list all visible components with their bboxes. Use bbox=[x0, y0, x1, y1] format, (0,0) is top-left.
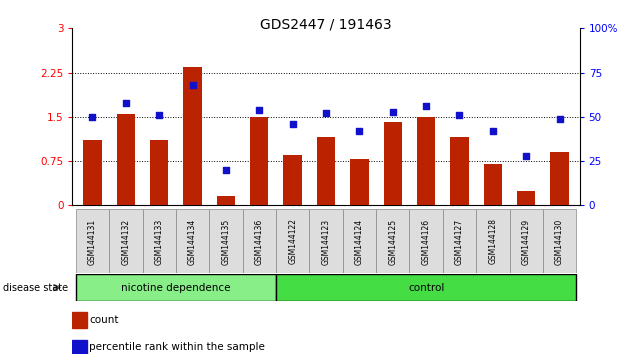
Bar bbox=[484, 164, 502, 205]
Point bbox=[88, 114, 98, 120]
Bar bbox=[450, 137, 469, 205]
Bar bbox=[343, 209, 376, 273]
Text: nicotine dependence: nicotine dependence bbox=[121, 282, 231, 293]
Text: control: control bbox=[408, 282, 444, 293]
Text: GSM144127: GSM144127 bbox=[455, 218, 464, 264]
Point bbox=[288, 121, 298, 127]
Bar bbox=[476, 209, 510, 273]
Bar bbox=[417, 117, 435, 205]
Text: GSM144136: GSM144136 bbox=[255, 218, 264, 265]
Text: GSM144135: GSM144135 bbox=[221, 218, 231, 265]
Bar bbox=[517, 190, 536, 205]
Text: GSM144131: GSM144131 bbox=[88, 218, 97, 264]
Bar bbox=[284, 155, 302, 205]
Bar bbox=[76, 274, 276, 301]
Bar bbox=[176, 209, 209, 273]
Text: GSM144125: GSM144125 bbox=[388, 218, 398, 264]
Bar bbox=[317, 137, 335, 205]
Bar bbox=[142, 209, 176, 273]
Bar bbox=[209, 209, 243, 273]
Bar bbox=[72, 339, 87, 354]
Text: GSM144130: GSM144130 bbox=[555, 218, 564, 265]
Text: GSM144123: GSM144123 bbox=[321, 218, 331, 264]
Bar bbox=[276, 209, 309, 273]
Point bbox=[221, 167, 231, 173]
Text: GDS2447 / 191463: GDS2447 / 191463 bbox=[260, 18, 392, 32]
Point bbox=[554, 116, 564, 121]
Bar bbox=[217, 196, 235, 205]
Text: GSM144122: GSM144122 bbox=[288, 218, 297, 264]
Point bbox=[154, 112, 164, 118]
Point bbox=[488, 128, 498, 134]
Bar bbox=[510, 209, 543, 273]
Text: GSM144132: GSM144132 bbox=[122, 218, 130, 264]
Text: GSM144134: GSM144134 bbox=[188, 218, 197, 265]
Text: GSM144129: GSM144129 bbox=[522, 218, 530, 264]
Bar bbox=[83, 141, 101, 205]
Text: GSM144133: GSM144133 bbox=[155, 218, 164, 265]
Point bbox=[521, 153, 531, 159]
Point bbox=[188, 82, 198, 88]
Bar bbox=[76, 209, 109, 273]
Bar bbox=[276, 274, 576, 301]
Text: GSM144124: GSM144124 bbox=[355, 218, 364, 264]
Bar bbox=[243, 209, 276, 273]
Bar bbox=[309, 209, 343, 273]
Text: disease state: disease state bbox=[3, 282, 68, 293]
Bar bbox=[72, 312, 87, 328]
Bar bbox=[384, 121, 402, 205]
Point bbox=[321, 110, 331, 116]
Bar bbox=[350, 159, 369, 205]
Bar bbox=[410, 209, 443, 273]
Point bbox=[255, 107, 265, 113]
Bar bbox=[183, 67, 202, 205]
Text: GSM144126: GSM144126 bbox=[421, 218, 431, 264]
Bar bbox=[376, 209, 410, 273]
Bar bbox=[109, 209, 142, 273]
Bar bbox=[543, 209, 576, 273]
Point bbox=[387, 109, 398, 114]
Point bbox=[454, 112, 464, 118]
Bar bbox=[150, 141, 168, 205]
Bar bbox=[250, 117, 268, 205]
Bar bbox=[443, 209, 476, 273]
Text: percentile rank within the sample: percentile rank within the sample bbox=[89, 342, 265, 353]
Text: GSM144128: GSM144128 bbox=[488, 218, 497, 264]
Text: count: count bbox=[89, 315, 119, 325]
Bar bbox=[551, 152, 569, 205]
Point bbox=[354, 128, 364, 134]
Bar bbox=[117, 114, 135, 205]
Point bbox=[421, 103, 431, 109]
Point bbox=[121, 100, 131, 105]
